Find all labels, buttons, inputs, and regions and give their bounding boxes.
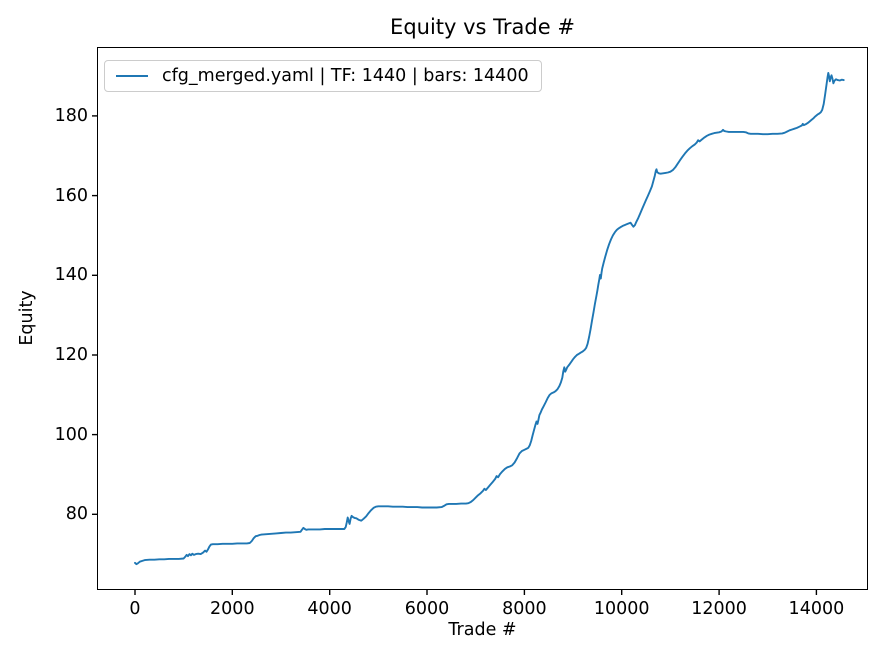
legend-label: cfg_merged.yaml | TF: 1440 | bars: 14400: [162, 66, 529, 86]
y-tick-label: 180: [54, 105, 88, 126]
equity-curve: [134, 71, 845, 566]
x-tick-label: 12000: [691, 599, 747, 619]
y-tick-label: 100: [54, 424, 88, 445]
x-tick-label: 14000: [788, 599, 845, 619]
y-tick-label: 140: [54, 265, 88, 286]
x-axis-label: Trade #: [448, 620, 517, 640]
x-tick-label: 2000: [210, 599, 255, 619]
y-tick-label: 160: [54, 185, 88, 206]
plot-area: [97, 47, 868, 590]
legend: cfg_merged.yaml | TF: 1440 | bars: 14400: [104, 60, 542, 92]
y-tick-label: 80: [65, 504, 88, 525]
x-tick-label: 4000: [307, 599, 352, 619]
y-tick-label: 120: [54, 344, 88, 365]
chart-title: Equity vs Trade #: [390, 15, 575, 39]
x-tick-label: 10000: [593, 599, 650, 619]
x-tick-label: 8000: [502, 599, 547, 619]
x-tick-label: 0: [129, 599, 141, 619]
legend-line-icon: [116, 75, 148, 77]
y-axis-label: Equity: [17, 290, 37, 346]
x-tick-label: 6000: [404, 599, 450, 619]
